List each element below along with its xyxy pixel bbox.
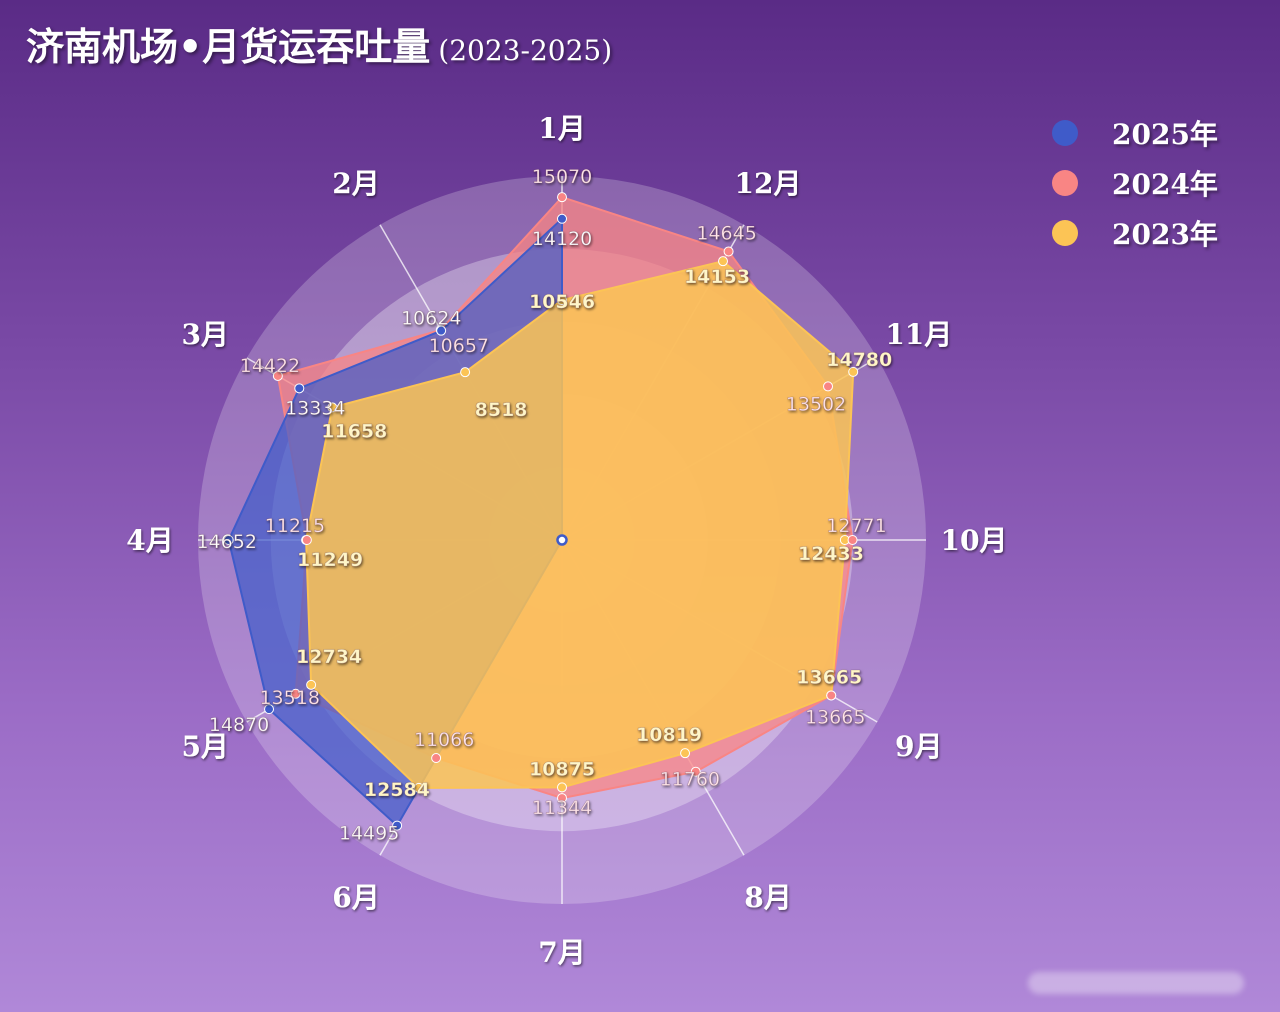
data-point-2025年-5月	[264, 704, 275, 715]
category-label-1月: 1月	[538, 112, 585, 145]
data-point-2023年-12月	[717, 256, 728, 267]
data-label-2024年-9月: 13665	[805, 706, 865, 728]
data-point-2024年-9月	[826, 690, 837, 701]
legend-label: 2025年	[1112, 118, 1218, 151]
data-point-2025年-6月	[392, 820, 403, 831]
legend-label: 2024年	[1112, 168, 1218, 201]
data-label-2025年-5月: 14870	[209, 714, 269, 736]
data-label-2024年-8月: 11760	[660, 769, 720, 791]
data-point-2024年-10月	[847, 535, 858, 545]
data-label-2023年-11月: 14780	[826, 349, 892, 371]
data-label-2023年-1月: 10546	[529, 291, 595, 313]
data-label-2025年-4月: 14652	[196, 531, 256, 553]
data-label-2023年-10月: 12433	[798, 543, 864, 565]
legend-dot-icon	[1052, 170, 1078, 196]
data-label-2023年-6月: 12584	[364, 779, 430, 801]
legend: 2025年 2024年 2023年	[1052, 108, 1218, 258]
data-label-2023年-7月: 10875	[529, 758, 595, 780]
category-label-4月: 4月	[126, 524, 173, 557]
data-point-2024年-1月	[557, 192, 567, 203]
data-point-2024年-3月	[272, 370, 283, 381]
data-label-2023年-4月: 11249	[297, 549, 363, 571]
data-label-2024年-5月: 13518	[259, 687, 319, 709]
data-label-2024年-7月: 11344	[532, 797, 592, 819]
chart-title: 济南机场•月货运吞吐量 (2023-2025)	[26, 16, 612, 71]
data-label-2024年-6月: 11066	[414, 729, 474, 751]
data-point-2024年-12月	[723, 246, 734, 257]
data-label-2025年-6月: 14495	[339, 823, 399, 845]
data-point-2025年-4月	[223, 535, 234, 545]
data-point-2024年-5月	[290, 688, 301, 699]
data-point-2023年-3月	[327, 402, 338, 413]
data-label-2025年-3月: 13334	[285, 397, 345, 419]
data-point-2024年-7月	[557, 793, 567, 804]
data-point-2024年-8月	[690, 766, 701, 777]
data-point-2023年-11月	[848, 366, 859, 377]
data-label-2025年-1月: 14120	[532, 228, 592, 250]
category-label-10月: 10月	[941, 524, 1008, 557]
data-label-2024年-1月: 15070	[532, 166, 592, 188]
data-label-2025年-2月: 10624	[401, 308, 461, 330]
legend-item-2024年[interactable]: 2024年	[1052, 158, 1218, 208]
data-label-2023年-9月: 13665	[796, 666, 862, 688]
data-point-2024年-6月	[431, 753, 442, 764]
category-label-8月: 8月	[744, 881, 791, 914]
data-label-2024年-2月: 10657	[429, 335, 489, 357]
data-point-2023年-7月	[557, 782, 567, 793]
data-label-2023年-3月: 11658	[321, 420, 387, 442]
legend-label: 2023年	[1112, 218, 1218, 251]
data-label-2023年-12月: 14153	[684, 266, 750, 288]
legend-dot-icon	[1052, 220, 1078, 246]
data-label-2023年-5月: 12734	[296, 646, 362, 668]
data-point-2025年-2月	[436, 325, 447, 336]
data-point-2024年-11月	[823, 381, 834, 392]
data-point-2025年-1月	[557, 213, 567, 224]
data-point-2025年-3月	[294, 383, 305, 394]
center-point	[556, 534, 568, 546]
legend-item-2025年[interactable]: 2025年	[1052, 108, 1218, 158]
data-label-2023年-2月: 8518	[475, 399, 528, 421]
watermark	[1028, 972, 1244, 994]
data-label-2024年-12月: 14645	[696, 223, 756, 245]
data-point-2023年-2月	[460, 367, 471, 378]
data-label-2024年-3月: 14422	[240, 355, 300, 377]
legend-dot-icon	[1052, 120, 1078, 146]
data-point-2024年-4月	[301, 535, 312, 545]
chart-title-main: 济南机场•月货运吞吐量	[26, 25, 431, 69]
category-label-9月: 9月	[895, 730, 942, 763]
data-point-2023年-5月	[306, 679, 317, 690]
legend-item-2023年[interactable]: 2023年	[1052, 208, 1218, 258]
category-label-7月: 7月	[538, 936, 585, 969]
data-point-2023年-1月	[557, 295, 567, 306]
category-label-2月: 2月	[332, 167, 379, 200]
data-label-2024年-4月: 11215	[265, 515, 325, 537]
chart-title-sub: (2023-2025)	[438, 34, 613, 67]
data-point-2023年-6月	[413, 782, 424, 793]
category-label-12月: 12月	[735, 167, 802, 200]
category-label-6月: 6月	[332, 881, 379, 914]
data-label-2024年-11月: 13502	[786, 393, 846, 415]
category-label-5月: 5月	[181, 730, 228, 763]
category-label-11月: 11月	[885, 318, 952, 351]
data-label-2023年-8月: 10819	[636, 724, 702, 746]
data-label-2024年-10月: 12771	[826, 515, 886, 537]
category-label-3月: 3月	[181, 318, 228, 351]
data-point-2023年-8月	[680, 748, 691, 759]
